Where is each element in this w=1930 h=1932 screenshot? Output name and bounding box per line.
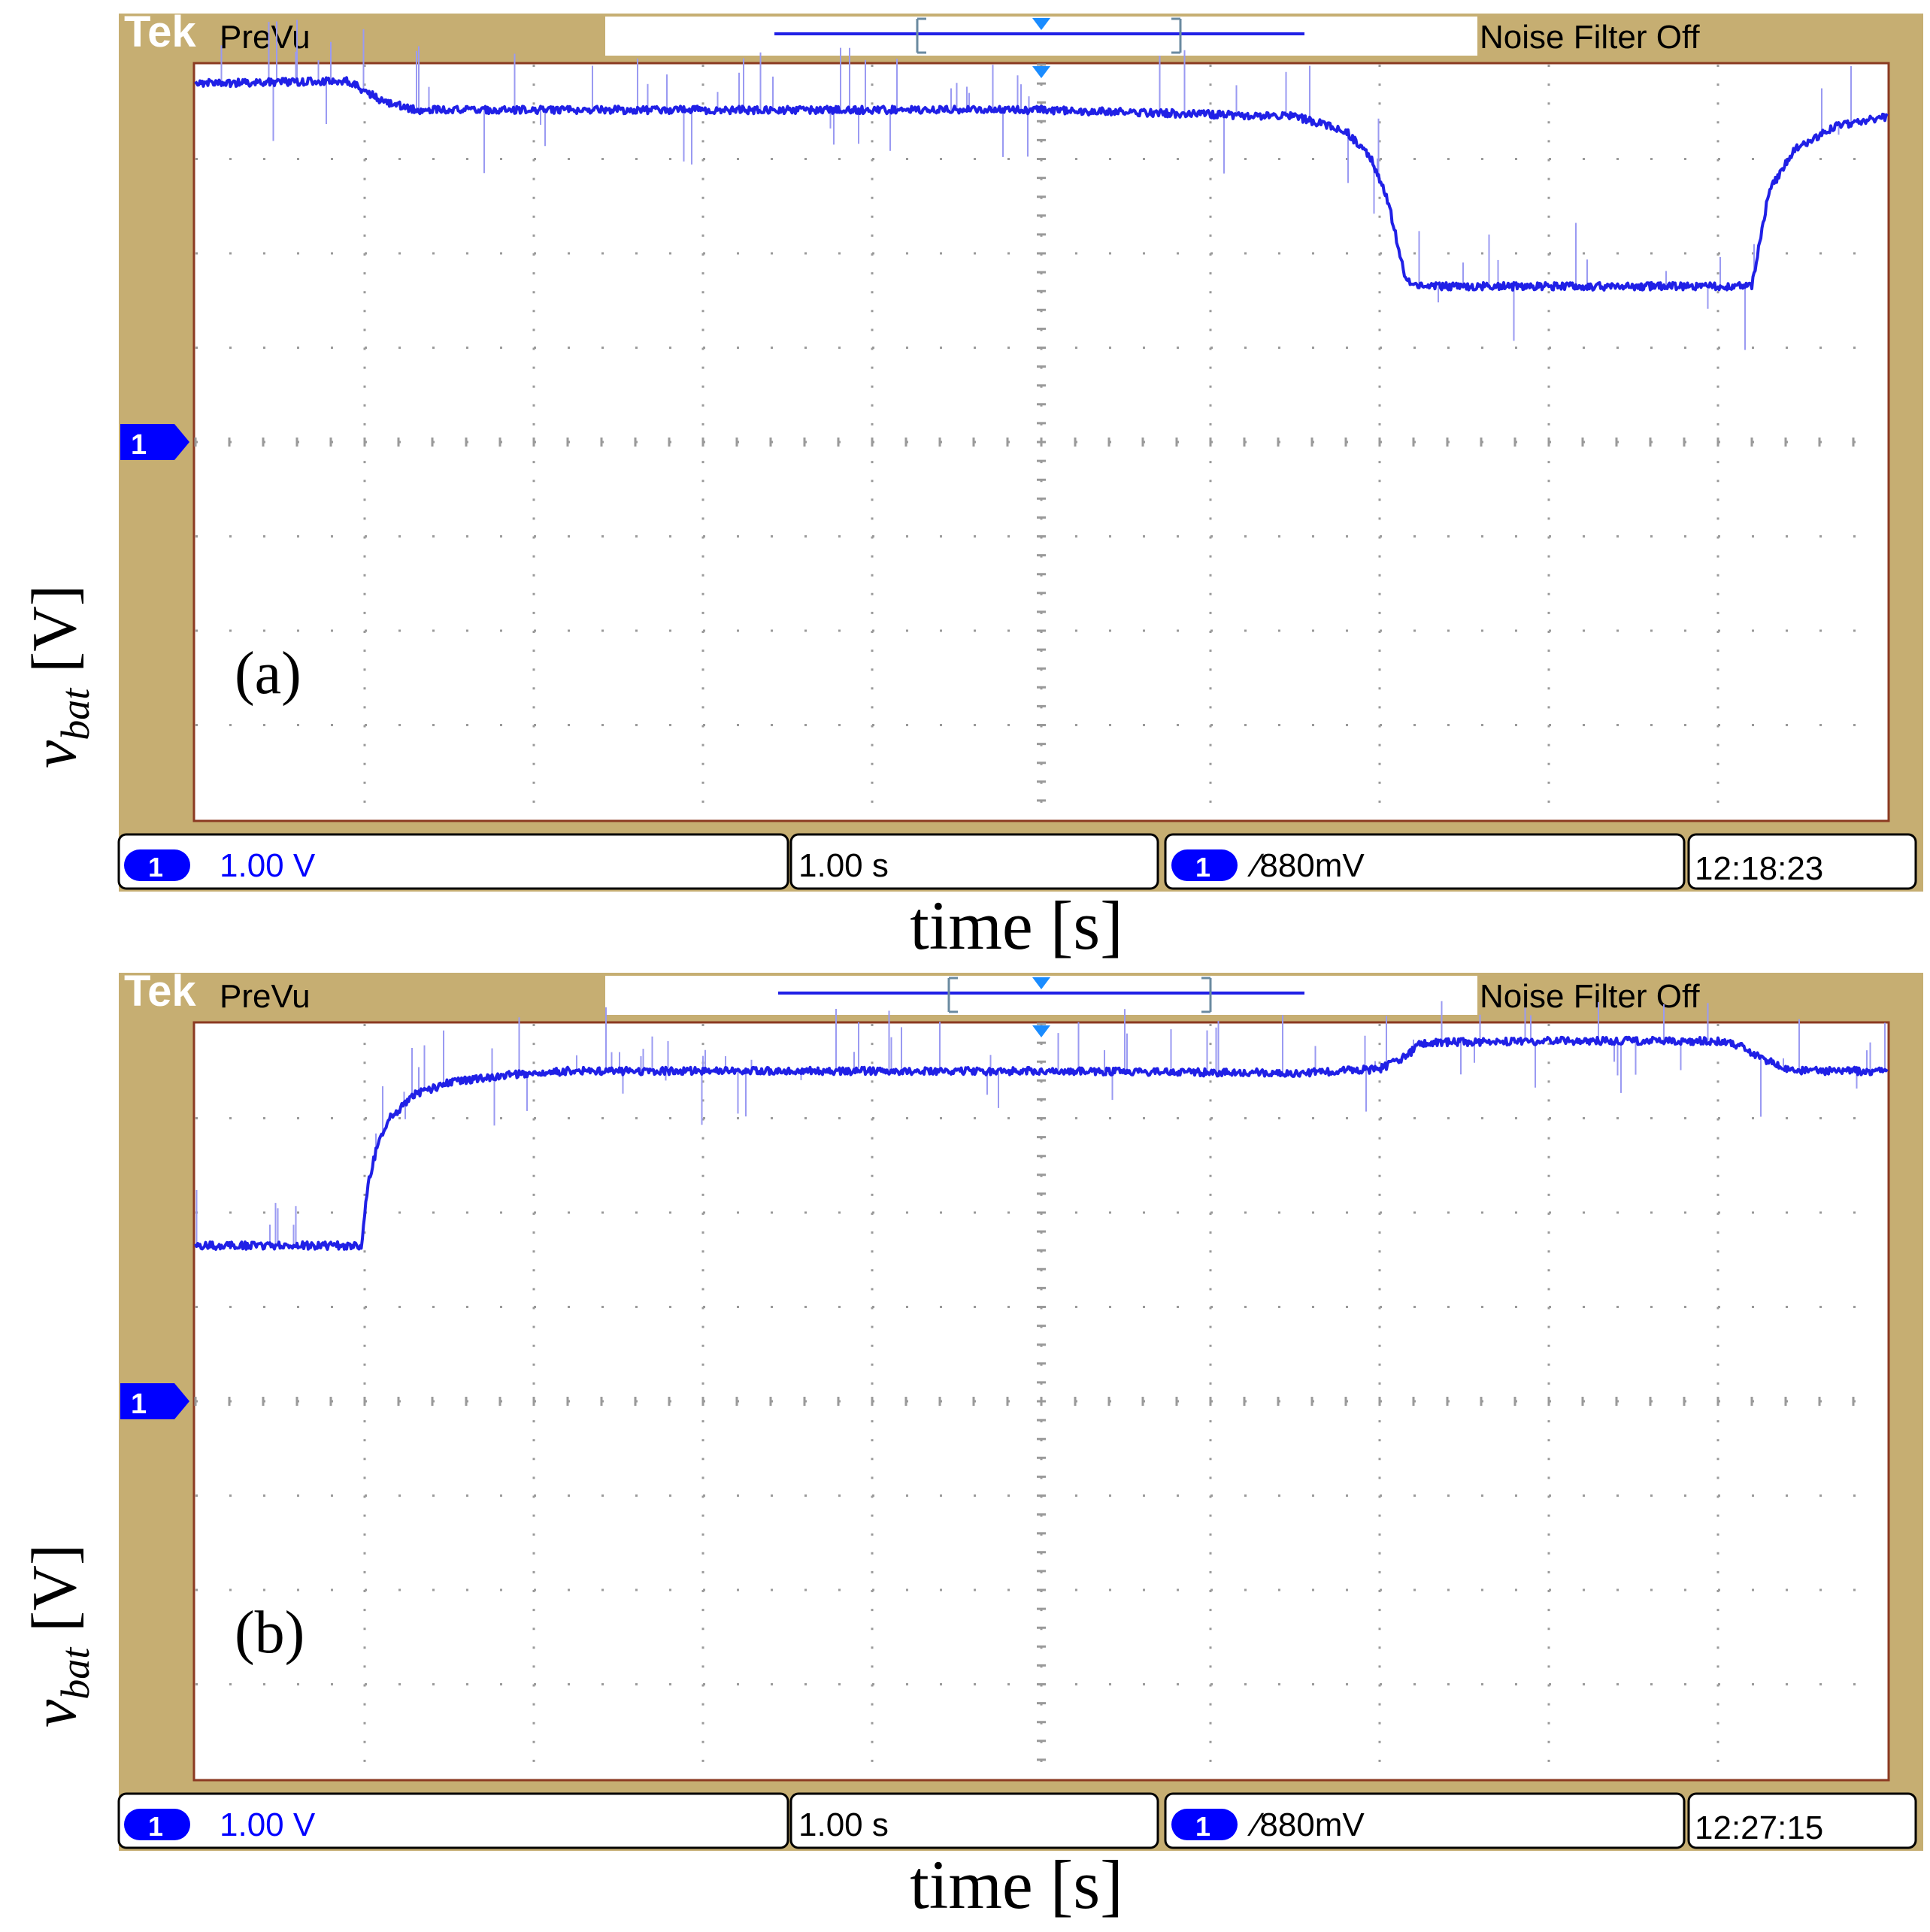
channel-1-ground-marker[interactable] [120, 1383, 189, 1419]
y-axis-label: vbat [V] [20, 1544, 98, 1728]
svg-text:vbat [V]: vbat [V] [20, 1544, 98, 1728]
clock-time: 12:18:23 [1695, 850, 1823, 887]
scope-screen-a: Tek PreVu Noise Filter Off 1 (a) vbat [V… [20, 8, 1923, 964]
trigger-level: ∕880mV [1247, 847, 1365, 884]
trigger-time-icon [1032, 1025, 1050, 1037]
brand-logo: Tek [124, 8, 196, 56]
channel-1-badge [124, 849, 190, 881]
trigger-box[interactable] [1164, 833, 1686, 890]
trigger-position-icon [1032, 18, 1050, 30]
trigger-time-icon [1032, 66, 1050, 78]
horizontal-scale-box[interactable] [789, 1792, 1159, 1849]
clock-box [1687, 833, 1917, 890]
scope-a-svg: Tek PreVu Noise Filter Off 1 (a) vbat [V… [20, 8, 1923, 964]
channel-1-ground-marker[interactable] [120, 424, 189, 460]
noise-filter-status: Noise Filter Off [1480, 978, 1700, 1015]
graticule-grid [194, 63, 1856, 803]
vertical-scale-box[interactable] [117, 1792, 789, 1849]
panel-label: (a) [235, 640, 301, 707]
graticule-grid [194, 1022, 1856, 1762]
horizontal-scale-box[interactable] [789, 833, 1159, 890]
trigger-position-icon [1032, 977, 1050, 989]
graticule-center-ticks [194, 1022, 1855, 1761]
trigger-box[interactable] [1164, 1792, 1686, 1849]
volts-per-division: 1.00 V [220, 1806, 316, 1843]
trigger-source-badge-label: 1 [1195, 852, 1210, 883]
trace-noise-spikes [195, 1001, 1886, 1246]
record-window-bracket [947, 977, 1212, 1013]
trace-noise-spikes [220, 20, 1852, 350]
acquisition-mode: PreVu [220, 978, 311, 1015]
trigger-source-badge-label: 1 [1195, 1811, 1210, 1842]
trace-line [194, 76, 1889, 292]
clock-box [1687, 1792, 1917, 1849]
record-window-bracket [916, 17, 1182, 54]
channel-1-trace [194, 1001, 1889, 1251]
channel-1-badge-label: 1 [148, 1811, 163, 1842]
x-axis-label: time [s] [910, 1846, 1123, 1923]
trigger-source-badge [1171, 849, 1238, 881]
clock-time: 12:27:15 [1695, 1809, 1823, 1846]
trigger-level: ∕880mV [1247, 1806, 1365, 1843]
graticule-center-ticks [194, 63, 1855, 802]
time-per-division: 1.00 s [798, 847, 889, 884]
channel-marker-label: 1 [131, 1388, 147, 1420]
noise-filter-status: Noise Filter Off [1480, 19, 1700, 56]
scope-screen-b: Tek PreVu Noise Filter Off 1 (b) vbat [V… [0, 959, 1930, 1925]
volts-per-division: 1.00 V [220, 847, 316, 884]
panel-label: (b) [235, 1600, 304, 1666]
trace-line [194, 1035, 1889, 1251]
x-axis-label: time [s] [910, 887, 1123, 964]
channel-1-badge [124, 1809, 190, 1840]
vertical-scale-box[interactable] [117, 833, 789, 890]
channel-1-trace [194, 20, 1889, 350]
svg-text:vbat [V]: vbat [V] [20, 585, 98, 768]
acquisition-mode: PreVu [220, 19, 311, 56]
time-per-division: 1.00 s [798, 1806, 889, 1843]
scope-b-svg: Tek PreVu Noise Filter Off 1 (b) vbat [V… [20, 967, 1923, 1923]
channel-1-badge-label: 1 [148, 852, 163, 883]
brand-logo: Tek [124, 967, 196, 1016]
channel-marker-label: 1 [131, 429, 147, 461]
y-axis-label: vbat [V] [20, 585, 98, 768]
trigger-source-badge [1171, 1809, 1238, 1840]
